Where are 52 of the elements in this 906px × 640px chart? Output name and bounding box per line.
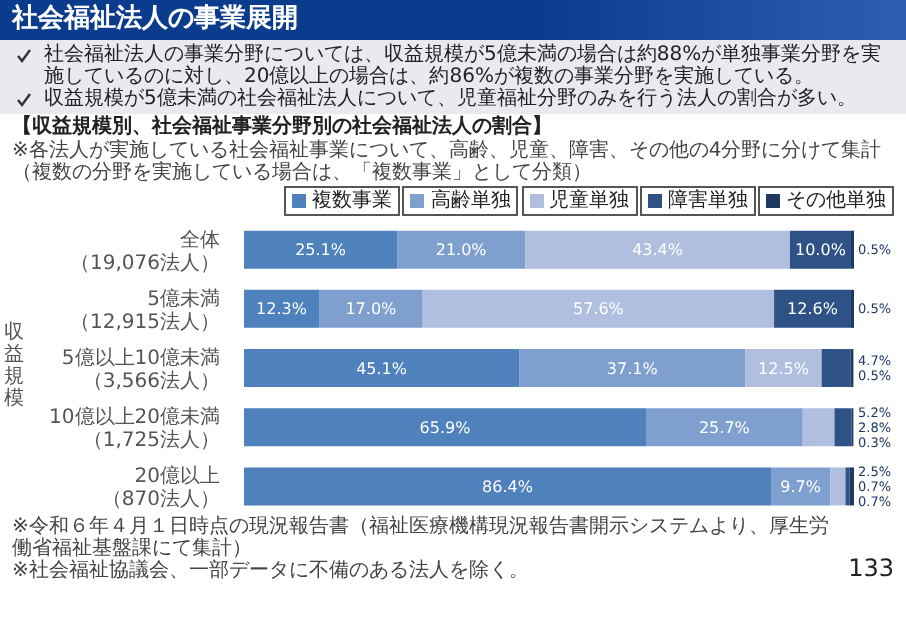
bar: [244, 467, 772, 506]
data-label: 43.4%: [632, 241, 684, 260]
bar: [244, 349, 520, 388]
text: 収益規模が5億未満の社会福祉法人について、児童福祉分野のみを行う法人の割合が多い。: [44, 88, 857, 110]
text: ※各法人が実施している社会福祉事業について、高齢、児童、障害、その他の4分野に分けて集計（複数の分野を実施している場合は、「複数事業」として分類）: [10, 140, 884, 184]
bar: [519, 349, 746, 388]
bar: [645, 408, 803, 447]
bar: [319, 289, 423, 328]
chart-subtitle: 【収益規模別、社会福祉事業分野別の社会福祉法人の割合】: [10, 116, 554, 139]
bar: [830, 467, 846, 506]
data-label: 57.6%: [572, 300, 625, 319]
bar: [821, 349, 851, 388]
bar: [525, 230, 790, 269]
bar: [774, 289, 851, 328]
bar: [834, 408, 852, 447]
bar: [244, 289, 320, 328]
data-label: 12.5%: [758, 359, 810, 378]
y-tick-label: 20億以上（870法人）: [101, 464, 220, 512]
bar: [244, 408, 646, 447]
annotation: ※令和６年４月１日時点の現況報告書（福祉医療機構現況報告書開示システムより、厚生労働省福祉基盤課にて集計）: [12, 516, 831, 560]
y-tick-label: 10億以上20億未満（1,725法人）: [49, 405, 220, 453]
bar: [802, 408, 835, 447]
data-label: 12.6%: [787, 300, 839, 319]
data-label: 10.0%: [795, 241, 847, 260]
bar: [397, 230, 526, 269]
text: 133: [848, 554, 894, 582]
y-axis-title: 収益規模: [4, 322, 26, 410]
bar: [745, 349, 822, 388]
data-label: 25.7%: [698, 418, 751, 437]
legend-label: その他単独: [758, 185, 894, 215]
y-tick-label: 5億未満（12,915法人）: [70, 286, 220, 334]
text: ※社会福祉協議会、一部データに不備のある法人を除く。: [12, 560, 531, 582]
data-label: 17.0%: [345, 300, 398, 319]
data-label: 25.1%: [295, 241, 347, 260]
legend-label: 障害単独: [639, 185, 756, 215]
y-tick-label: 5億以上10億未満（3,566法人）: [61, 346, 220, 393]
y-tick-label: 全体（19,076法人）: [70, 227, 220, 275]
text: 社会福祉法人の事業分野については、収益規模が5億未満の場合は約88%が単独事業分野を実施しているのに対し、20億以上の場合は、約86%が複数の事業分野を実施している。: [44, 44, 884, 88]
legend-label: 高齢単独: [402, 185, 519, 215]
bar: [244, 230, 398, 269]
legend-label: 児童単独: [521, 185, 637, 215]
chart-title: 社会福祉法人の事業展開: [0, 0, 906, 40]
data-label: 9.7%: [780, 478, 822, 497]
data-label: 45.1%: [356, 359, 408, 378]
data-label: 65.9%: [419, 418, 472, 437]
bar: [422, 289, 775, 328]
data-label: 37.1%: [606, 359, 659, 378]
data-label: 86.4%: [482, 478, 534, 497]
legend-label: 複数事業: [284, 185, 400, 215]
data-label: 21.0%: [435, 241, 488, 260]
bar: [771, 467, 831, 506]
data-label: 12.3%: [256, 300, 308, 319]
